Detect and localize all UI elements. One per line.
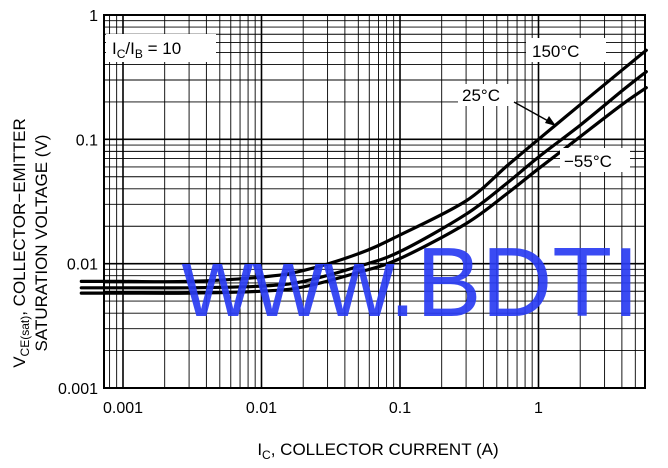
y-tick-label: 1 <box>89 8 98 25</box>
condition-value: = 10 <box>143 39 181 58</box>
series-label-25-arrowhead <box>545 116 556 126</box>
condition-slash-ib: /I <box>125 39 134 58</box>
x-axis-title: IC, COLLECTOR CURRENT (A) <box>257 440 498 462</box>
condition-sub-c: C <box>117 47 126 61</box>
series-line-minus55c <box>79 86 648 295</box>
condition-label-bg <box>106 34 216 62</box>
y-axis-title-rest: , COLLECTOR−EMITTER <box>10 118 29 316</box>
x-tick-label: 0.1 <box>389 400 411 417</box>
x-tick-label: 0.01 <box>246 400 277 417</box>
y-axis-title-v: V <box>10 356 29 368</box>
x-axis-title-rest: , COLLECTOR CURRENT (A) <box>271 440 499 459</box>
x-tick-label: 0.001 <box>103 400 143 417</box>
series-line-25c <box>79 70 648 290</box>
y-tick-label: 0.001 <box>58 381 98 398</box>
watermark: www.BDTI <box>181 227 639 337</box>
y-axis-title-line1: VCE(sat), COLLECTOR−EMITTER <box>10 118 32 368</box>
condition-sub-b: B <box>135 47 143 61</box>
plot-frame <box>103 14 646 389</box>
y-tick-label: 0.01 <box>67 257 98 274</box>
series-label-minus55: −55°C <box>560 148 630 172</box>
condition-label: IC/IB = 10 <box>106 34 216 62</box>
x-axis-title-i: I <box>257 440 262 459</box>
series-label-25-bg <box>458 84 516 106</box>
series-line-150c <box>79 48 648 284</box>
y-tick-label: 0.1 <box>76 132 98 149</box>
condition-ic: I <box>112 39 117 58</box>
x-axis-title-sub: C <box>262 448 271 462</box>
series-label-25-pointer <box>513 101 551 123</box>
series-group <box>79 48 648 295</box>
series-label-25-text: 25°C <box>462 86 500 105</box>
series-label-150-bg <box>526 38 606 62</box>
y-axis-title-line2: SATURATION VOLTAGE (V) <box>32 135 51 352</box>
y-axis-title-sub: CE(sat) <box>18 316 32 357</box>
condition-label-text: IC/IB = 10 <box>112 39 181 61</box>
series-label-minus55-text: −55°C <box>564 152 612 171</box>
series-label-150-text: 150°C <box>532 42 579 61</box>
x-tick-label: 1 <box>534 400 543 417</box>
series-label-150: 150°C <box>526 38 606 62</box>
series-label-25: 25°C <box>458 84 516 106</box>
series-label-minus55-bg <box>560 148 630 172</box>
